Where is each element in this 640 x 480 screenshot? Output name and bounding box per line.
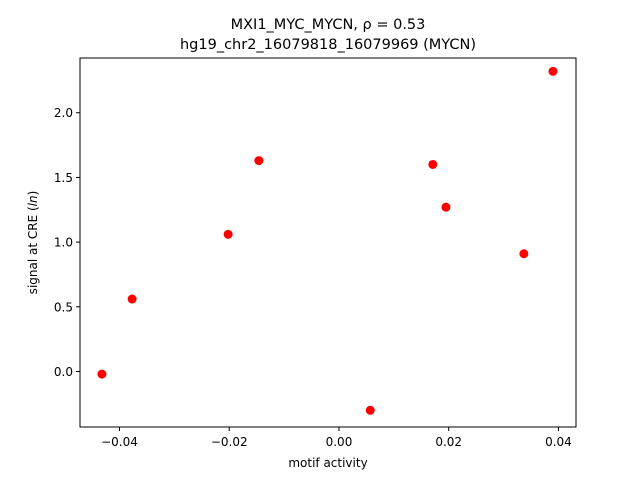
y-axis-label: signal at CRE (ln) xyxy=(26,191,40,295)
y-tick-label-3: 1.0 xyxy=(54,236,73,250)
data-point-7 xyxy=(441,202,451,212)
data-point-5 xyxy=(365,405,375,415)
data-point-8 xyxy=(519,249,529,259)
y-tick-label-4: 1.5 xyxy=(54,171,73,185)
data-point-9 xyxy=(548,66,558,76)
x-axis-label: motif activity xyxy=(288,456,367,470)
y-tick-label-2: 0.5 xyxy=(54,300,73,314)
data-point-2 xyxy=(127,294,137,304)
x-tick-label-5: 0.04 xyxy=(545,435,572,449)
chart-title-line1: MXI1_MYC_MYCN, ρ = 0.53 xyxy=(231,17,426,33)
x-tick-label-4: 0.02 xyxy=(435,435,462,449)
y-axis-ticks: 0.0 0.5 1.0 1.5 2.0 xyxy=(54,106,80,379)
x-tick-label-3: 0.00 xyxy=(326,435,353,449)
data-point-4 xyxy=(254,156,264,166)
y-tick-label-1: 0.0 xyxy=(54,365,73,379)
chart-title-line2: hg19_chr2_16079818_16079969 (MYCN) xyxy=(180,37,476,53)
data-point-1 xyxy=(97,369,107,379)
data-point-3 xyxy=(223,229,233,239)
y-tick-label-5: 2.0 xyxy=(54,106,73,120)
data-point-6 xyxy=(428,159,438,169)
x-tick-label-2: −0.02 xyxy=(211,435,248,449)
data-points xyxy=(97,66,558,415)
x-axis-ticks: −0.04 −0.02 0.00 0.02 0.04 xyxy=(101,427,572,449)
x-tick-label-1: −0.04 xyxy=(101,435,138,449)
plot-frame xyxy=(79,57,577,428)
